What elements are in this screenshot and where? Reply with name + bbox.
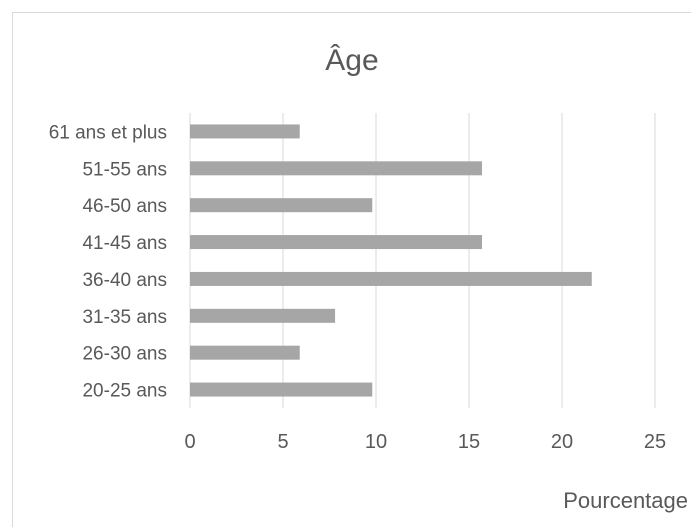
x-tick-label: 15 [458,431,480,453]
chart-title: Âge [325,44,378,77]
bar-36-40-ans [190,272,592,286]
bar-31-35-ans [190,309,335,323]
category-label: 20-25 ans [82,381,167,402]
bar-46-50-ans [190,198,372,212]
bar-61-ans-et-plus [190,124,300,138]
bar-41-45-ans [190,235,482,249]
x-axis-label: Pourcentage [563,488,688,513]
x-tick-label: 25 [644,431,666,453]
category-label: 26-30 ans [82,344,167,365]
bar-26-30-ans [190,346,300,360]
category-label: 36-40 ans [82,270,167,291]
x-tick-label: 5 [277,431,288,453]
x-tick-label: 0 [184,431,195,453]
category-label: 61 ans et plus [49,122,167,143]
x-tick-label: 20 [551,431,573,453]
category-label: 31-35 ans [82,307,167,328]
category-label: 46-50 ans [82,196,167,217]
bar-51-55-ans [190,161,482,175]
bar-20-25-ans [190,383,372,397]
category-label: 51-55 ans [82,159,167,180]
category-label: 41-45 ans [82,233,167,254]
x-tick-label: 10 [365,431,387,453]
